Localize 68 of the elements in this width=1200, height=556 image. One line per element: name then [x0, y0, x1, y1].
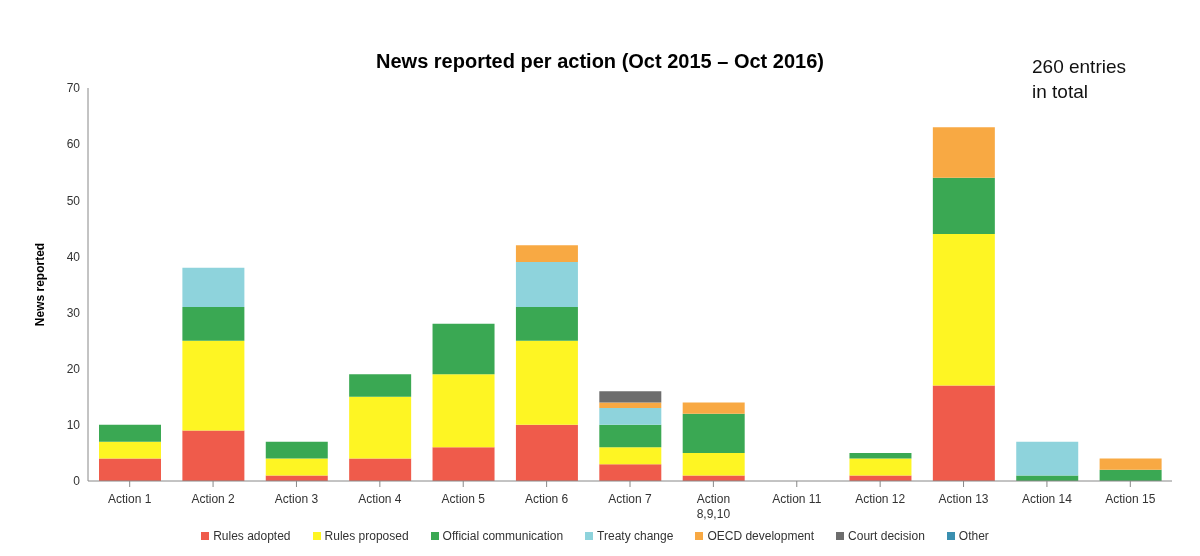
annotation: 260 entries in total — [1032, 55, 1127, 104]
bar — [1016, 441, 1079, 476]
y-tick-label: 70 — [66, 81, 81, 96]
x-tick-label: Action 8,9,10 — [696, 492, 731, 521]
x-tick-label: Action 3 — [274, 492, 319, 506]
bar — [849, 452, 912, 459]
bar — [849, 458, 912, 476]
bar — [99, 458, 161, 481]
bar — [599, 402, 662, 409]
legend-label: Court decision — [848, 529, 925, 543]
x-tick-label: Action 1 — [108, 492, 152, 506]
bar — [99, 424, 161, 442]
bar — [682, 413, 745, 453]
bar — [432, 323, 495, 375]
bar — [265, 441, 328, 459]
bar — [599, 447, 662, 465]
bar — [932, 177, 995, 234]
bar — [349, 458, 412, 481]
y-tick-label: 60 — [66, 137, 81, 152]
bar — [682, 452, 745, 476]
y-tick-label: 40 — [66, 249, 81, 264]
bar — [349, 396, 412, 459]
bar — [99, 441, 161, 459]
bar — [265, 458, 328, 476]
y-tick-label: 50 — [66, 193, 81, 208]
bar — [599, 424, 662, 448]
x-tick-label: Action 4 — [358, 492, 402, 506]
bar — [182, 340, 245, 431]
legend-label: Rules adopted — [213, 529, 291, 543]
bar — [682, 402, 745, 414]
x-tick-label: Action 11 — [772, 492, 822, 506]
y-tick-label: 30 — [66, 305, 81, 320]
bar — [932, 233, 995, 386]
bar — [432, 447, 495, 481]
bar — [182, 306, 245, 341]
bar — [182, 430, 245, 481]
bar — [432, 374, 495, 448]
bar — [599, 391, 662, 403]
bar — [599, 408, 662, 425]
x-tick-label: Action 15 — [1105, 492, 1156, 506]
bar — [515, 306, 578, 341]
legend-label: Other — [958, 529, 989, 543]
legend-label: Rules proposed — [324, 529, 409, 543]
legend-label: OECD development — [707, 529, 815, 543]
x-tick-label: Action 2 — [191, 492, 236, 506]
chart-title: News reported per action (Oct 2015 – Oct 2016) — [376, 50, 824, 72]
x-tick-label: Action 6 — [524, 492, 569, 506]
x-tick-label: Action 12 — [855, 492, 906, 506]
legend-label: Official communication — [442, 529, 564, 543]
x-tick-label: Action 7 — [608, 492, 653, 506]
bar — [1099, 458, 1162, 470]
y-tick-label: 0 — [73, 474, 81, 489]
legend-label: Treaty change — [597, 529, 674, 543]
bar — [932, 385, 995, 481]
y-tick-label: 20 — [66, 361, 81, 376]
bar — [515, 340, 578, 425]
x-tick-label: Action 5 — [441, 492, 486, 506]
y-axis-title: News reported — [33, 242, 48, 327]
x-tick-label: Action 13 — [938, 492, 989, 506]
bar — [349, 374, 412, 397]
bar — [599, 464, 662, 481]
bar — [515, 262, 578, 307]
bar — [515, 424, 578, 481]
y-tick-label: 10 — [66, 418, 81, 433]
bar — [515, 245, 578, 263]
bar — [932, 127, 995, 178]
x-tick-label: Action 14 — [1021, 492, 1073, 506]
bar — [182, 267, 245, 307]
